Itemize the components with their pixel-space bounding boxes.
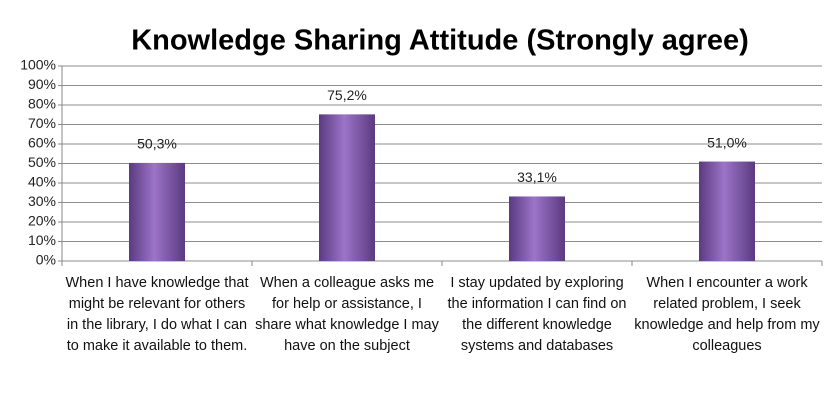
y-tick-label: 80% (28, 96, 56, 112)
value-label: 33,1% (517, 169, 557, 185)
x-tick-label: When I have knowledge that might be rele… (65, 275, 249, 354)
y-tick-label: 20% (28, 213, 56, 229)
bar (129, 162, 185, 261)
y-tick-label: 30% (28, 193, 56, 209)
y-tick-label: 40% (28, 174, 56, 190)
value-label: 50,3% (137, 136, 177, 152)
y-tick-label: 50% (28, 154, 56, 170)
y-tick-label: 90% (28, 76, 56, 92)
y-tick-label: 70% (28, 115, 56, 131)
y-tick-label: 10% (28, 232, 56, 248)
bar (319, 114, 375, 261)
value-label: 51,0% (707, 134, 747, 150)
bar (699, 161, 755, 261)
x-tick-label: When a colleague asks me for help or ass… (255, 275, 439, 354)
y-tick-label: 100% (20, 57, 56, 73)
chart-title: Knowledge Sharing Attitude (Strongly agr… (131, 25, 749, 57)
value-label: 75,2% (327, 87, 367, 103)
y-tick-label: 0% (36, 252, 56, 268)
bar (509, 196, 565, 261)
y-tick-label: 60% (28, 135, 56, 151)
x-tick-label: I stay updated by exploring the informat… (447, 275, 627, 354)
x-tick-label: When I encounter a work related problem,… (634, 275, 820, 354)
